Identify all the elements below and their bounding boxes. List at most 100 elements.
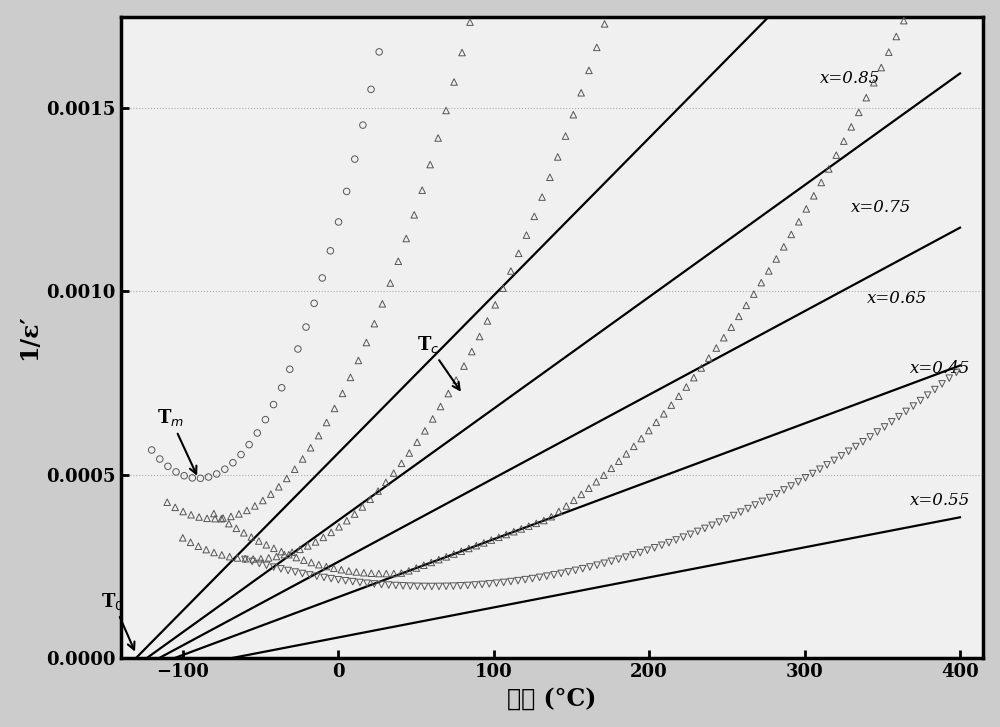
Point [453,580,469,592]
Point [776,484,792,496]
Point [733,506,749,518]
Point [269,551,285,563]
Point [498,529,514,540]
Point [611,553,627,565]
Point [819,459,835,470]
Point [575,563,591,574]
Point [326,563,342,574]
Point [359,577,375,589]
Point [438,551,454,563]
Point [553,568,569,579]
Point [597,18,613,30]
Point [298,321,314,333]
Point [472,331,488,342]
Point [228,523,244,534]
Point [363,568,379,579]
Point [417,425,433,437]
Point [273,563,289,574]
Point [370,486,386,497]
Point [350,355,366,366]
Point [474,579,490,590]
Point [323,573,339,585]
Point [354,501,370,513]
Point [828,149,844,161]
Point [877,421,893,433]
Point [791,216,807,228]
Point [244,555,260,567]
Text: T$_c$: T$_c$ [417,334,460,390]
Point [355,119,371,131]
Point [381,579,397,591]
Point [740,503,756,515]
Point [589,559,605,571]
Point [941,372,957,384]
Point [255,494,271,506]
Point [903,0,919,10]
Point [686,371,702,383]
Point [589,41,605,53]
Point [456,361,472,372]
Point [654,539,670,551]
Point [245,553,261,565]
Point [222,551,238,563]
Point [841,446,857,457]
Point [221,518,237,529]
Point [342,371,358,383]
Point [243,531,259,543]
Point [333,564,349,576]
Point [690,526,706,537]
Point [319,417,335,428]
Point [422,158,438,170]
Point [761,265,777,277]
Point [768,253,784,265]
Point [568,565,584,577]
Point [468,540,484,552]
Point [862,431,878,443]
Point [566,494,582,506]
Point [290,343,306,355]
Point [393,457,409,469]
Point [524,573,540,585]
Point [251,535,267,547]
Point [888,31,904,42]
Point [184,472,200,483]
Point [192,473,208,484]
Point [352,577,368,588]
Point [618,448,634,459]
Point [296,555,312,566]
Point [446,76,462,88]
Text: x=0.75: x=0.75 [851,198,912,216]
Point [249,427,265,439]
Point [747,499,763,511]
Point [303,442,319,454]
Point [647,542,663,553]
Point [409,580,425,592]
Point [648,417,664,428]
Point [697,523,713,534]
Point [339,185,355,197]
Point [881,47,897,58]
Point [603,462,619,474]
Point [488,577,504,589]
Point [273,546,289,558]
Point [632,547,648,558]
Point [769,488,785,499]
Point [322,245,338,257]
Point [160,460,176,472]
Point [259,560,275,571]
Point [327,403,343,414]
Point [851,107,867,119]
Point [460,579,476,591]
Point [618,551,634,563]
Point [356,567,372,579]
Point [183,537,199,548]
Text: x=0.55: x=0.55 [910,492,971,509]
Point [292,544,308,555]
Point [453,545,469,557]
Point [495,282,511,294]
Point [738,300,754,311]
Point [858,92,874,103]
Point [633,433,649,444]
Point [438,105,454,116]
Point [294,568,310,579]
